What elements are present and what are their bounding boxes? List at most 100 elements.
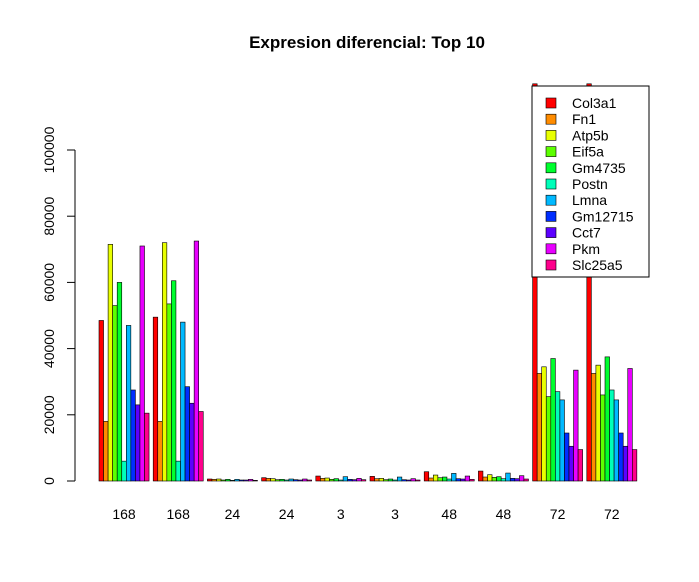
x-tick-label: 24	[225, 506, 241, 522]
x-tick-label: 3	[337, 506, 345, 522]
x-tick-label: 168	[167, 506, 191, 522]
legend-entry: Gm12715	[572, 208, 634, 224]
bar-atp5b	[324, 477, 330, 482]
legend-entry: Gm4735	[572, 160, 626, 176]
bar-slc25a5	[144, 412, 150, 482]
bar-gm4735	[604, 356, 610, 482]
bar-lmna	[505, 472, 511, 482]
legend-swatch	[545, 146, 557, 157]
bar-slc25a5	[415, 479, 421, 482]
legend-swatch	[545, 227, 557, 238]
bar-slc25a5	[198, 411, 204, 482]
bar-cct7	[622, 445, 629, 482]
bar-eif5a	[545, 396, 552, 482]
legend-entry: Postn	[572, 176, 608, 192]
legend-entry: Slc25a5	[572, 257, 623, 273]
bar-gm4735	[333, 478, 339, 482]
bar-fn1	[157, 421, 163, 482]
bar-col3a1	[315, 475, 321, 482]
x-tick-label: 3	[391, 506, 399, 522]
bar-cct7	[243, 479, 249, 482]
bar-gm12715	[401, 479, 407, 482]
x-tick-label: 168	[112, 506, 136, 522]
legend-swatch	[545, 178, 557, 190]
bar-atp5b	[541, 366, 547, 482]
bar-slc25a5	[577, 449, 583, 482]
bar-pkm	[410, 478, 416, 482]
bar-postn	[338, 479, 344, 482]
bar-lmna	[396, 476, 403, 482]
bar-atp5b	[107, 244, 113, 482]
bar-gm4735	[116, 282, 123, 482]
bar-pkm	[193, 240, 199, 482]
bar-gm12715	[293, 479, 299, 482]
bar-lmna	[451, 473, 457, 482]
x-tick-label: 72	[604, 506, 620, 522]
legend-swatch	[545, 194, 557, 206]
bar-lmna	[180, 321, 186, 482]
bar-postn	[121, 460, 127, 482]
bar-fn1	[103, 421, 109, 482]
y-tick-label: 60000	[41, 263, 57, 302]
bar-col3a1	[207, 478, 213, 482]
bar-atp5b	[595, 364, 601, 482]
bar-eif5a	[383, 479, 389, 482]
bar-cct7	[460, 478, 466, 482]
bar-fn1	[591, 373, 597, 482]
bar-eif5a	[112, 305, 118, 482]
bar-atp5b	[162, 242, 168, 482]
y-tick-label: 20000	[41, 395, 57, 434]
bar-lmna	[613, 399, 619, 482]
x-axis-labels: 168 168 24 24 3 3 48 48 72 72	[112, 506, 619, 522]
bar-gm4735	[442, 476, 448, 482]
bar-pkm	[573, 369, 579, 482]
bar-cct7	[135, 404, 141, 482]
legend-swatch	[545, 259, 557, 271]
bar-eif5a	[274, 479, 281, 482]
bar-cct7	[297, 479, 303, 482]
bar-postn	[175, 460, 181, 482]
x-tick-label: 24	[279, 506, 295, 522]
x-tick-label: 48	[496, 506, 512, 522]
bar-gm12715	[618, 432, 624, 482]
bar-atp5b	[432, 474, 439, 482]
bar-pkm	[519, 475, 525, 482]
y-tick-label: 40000	[41, 329, 57, 368]
bar-pkm	[139, 245, 145, 482]
bar-fn1	[320, 478, 326, 482]
bar-atp5b	[487, 474, 493, 482]
bar-postn	[284, 479, 290, 482]
chart-title: Expresion diferencial: Top 10	[249, 33, 485, 52]
bar-lmna	[288, 478, 294, 482]
y-tick-label: 0	[41, 477, 57, 485]
legend-entry: Col3a1	[572, 95, 617, 111]
bar-cct7	[406, 479, 412, 482]
bar-atp5b	[270, 478, 276, 482]
bar-lmna	[234, 479, 240, 482]
legend: Col3a1Fn1Atp5bEif5aGm4735PostnLmnaGm1271…	[531, 85, 650, 278]
legend-entry: Atp5b	[572, 127, 609, 143]
bar-postn	[609, 389, 615, 482]
bar-col3a1	[152, 316, 159, 482]
bar-lmna	[559, 399, 565, 482]
bar-postn	[229, 480, 235, 482]
bar-slc25a5	[631, 449, 638, 482]
bar-eif5a	[220, 479, 226, 482]
bar-slc25a5	[252, 480, 258, 482]
bar-gm4735	[279, 479, 285, 482]
bar-cct7	[351, 479, 358, 482]
bar-gm12715	[509, 478, 516, 482]
bar-fn1	[428, 477, 434, 482]
bar-pkm	[248, 479, 254, 482]
bar-atp5b	[216, 478, 222, 482]
bar-postn	[446, 478, 452, 482]
bar-gm4735	[387, 478, 394, 482]
legend-entry: Lmna	[572, 192, 607, 208]
bar-slc25a5	[523, 478, 529, 482]
y-tick-label: 100000	[41, 126, 57, 173]
legend-entry: Eif5a	[572, 144, 604, 160]
bar-eif5a	[600, 394, 606, 482]
bar-postn	[555, 391, 561, 482]
y-axis: 0 20000 40000 60000 80000 100000	[41, 126, 76, 485]
